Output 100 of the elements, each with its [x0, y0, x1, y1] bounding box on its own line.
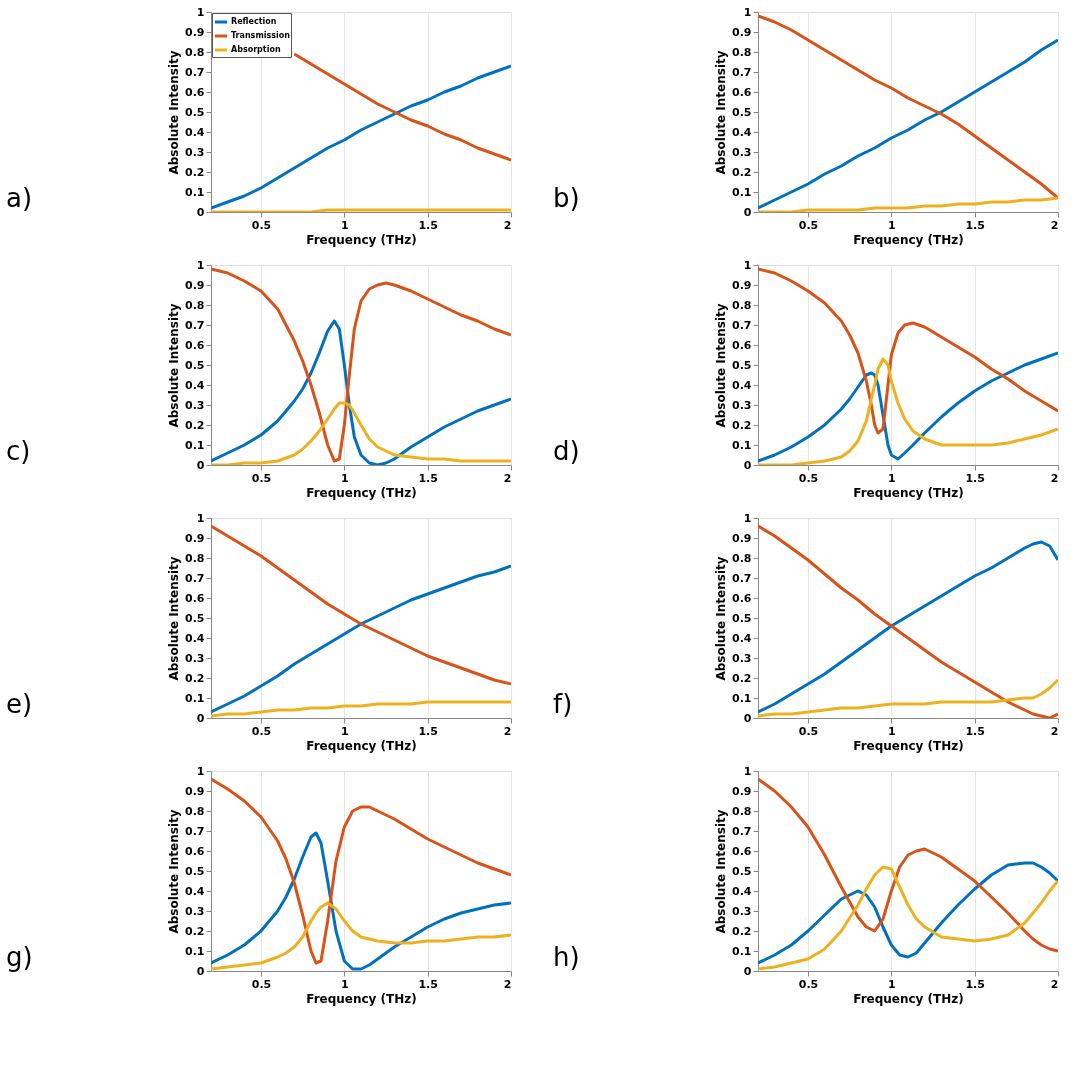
y-tick-label: 0.3 [732, 145, 752, 159]
x-axis-title: Frequency (THz) [853, 232, 964, 247]
y-tick-label: 0.6 [185, 338, 205, 352]
text: h) [553, 942, 580, 972]
y-tick-label: 0.2 [732, 165, 752, 179]
legend-label: Absorption [231, 45, 281, 54]
text: a) [6, 183, 33, 213]
y-tick-label: 0.9 [732, 278, 752, 292]
x-tick-label: 2 [503, 977, 512, 991]
y-tick-label: 0.6 [732, 844, 752, 858]
y-tick-label: 1 [743, 764, 752, 778]
line-series [211, 777, 511, 965]
text: f) [553, 689, 573, 719]
y-tick-label: 0.1 [732, 185, 752, 199]
y-tick-label: 0.4 [732, 378, 752, 392]
y-tick-label: 1 [196, 764, 205, 778]
x-tick-label: 0.5 [251, 977, 272, 991]
legend-label: Transmission [231, 31, 291, 40]
y-tick-label: 1 [743, 5, 752, 19]
y-axis-title: Absolute Intensity [167, 809, 182, 934]
text: b) [553, 183, 580, 213]
y-tick-label: 0.6 [185, 591, 205, 605]
y-tick-label: 0.8 [732, 551, 752, 565]
line-series [211, 524, 511, 686]
x-tick-label: 1.5 [965, 977, 985, 991]
y-tick-label: 0.8 [732, 45, 752, 59]
y-tick-label: 0.8 [732, 804, 752, 818]
line-series [292, 52, 511, 162]
y-tick-label: 0.5 [732, 105, 752, 119]
x-tick-label: 1.5 [418, 218, 438, 232]
x-axis-title: Frequency (THz) [306, 738, 417, 753]
x-tick-label: 0.5 [251, 218, 272, 232]
y-axis-title: Absolute Intensity [714, 50, 729, 175]
y-tick-label: 0.1 [185, 944, 205, 958]
y-tick-label: 0.3 [185, 398, 205, 412]
y-tick-label: 0.9 [185, 25, 205, 39]
y-tick-label: 0.7 [732, 65, 752, 79]
y-tick-label: 0.9 [732, 784, 752, 798]
y-axis-title: Absolute Intensity [714, 303, 729, 428]
x-tick-label: 1.5 [418, 977, 438, 991]
x-tick-label: 0.5 [798, 724, 819, 738]
y-tick-label: 1 [196, 511, 205, 525]
y-axis-title: Absolute Intensity [167, 303, 182, 428]
y-tick-label: 0.8 [185, 45, 205, 59]
y-tick-label: 0.3 [732, 904, 752, 918]
text: d) [553, 436, 580, 466]
y-tick-label: 0.6 [732, 591, 752, 605]
y-tick-label: 0.7 [185, 318, 205, 332]
y-tick-label: 0.9 [732, 25, 752, 39]
x-axis-title: Frequency (THz) [853, 485, 964, 500]
x-axis-title: Frequency (THz) [853, 991, 964, 1006]
y-tick-label: 0.3 [732, 651, 752, 665]
y-tick-label: 0.7 [732, 824, 752, 838]
y-tick-label: 0.6 [732, 85, 752, 99]
y-tick-label: 0.6 [185, 85, 205, 99]
y-tick-label: 0.2 [185, 924, 205, 938]
x-tick-label: 1 [341, 977, 349, 991]
x-tick-label: 2 [1050, 218, 1059, 232]
y-tick-label: 0.7 [185, 571, 205, 585]
y-tick-label: 0.2 [732, 671, 752, 685]
y-axis-title: Absolute Intensity [167, 50, 182, 175]
x-tick-label: 1.5 [965, 471, 985, 485]
y-axis-title: Absolute Intensity [714, 809, 729, 934]
x-axis-title: Frequency (THz) [853, 738, 964, 753]
x-tick-label: 2 [1050, 471, 1059, 485]
line-series [758, 267, 1058, 435]
y-tick-label: 0 [196, 964, 205, 978]
x-tick-label: 0.5 [798, 471, 819, 485]
y-tick-label: 1 [743, 511, 752, 525]
x-tick-label: 2 [503, 724, 512, 738]
x-tick-label: 0.5 [798, 977, 819, 991]
y-tick-label: 0.5 [185, 611, 205, 625]
y-tick-label: 0.8 [732, 298, 752, 312]
y-tick-label: 0.1 [185, 691, 205, 705]
y-tick-label: 1 [196, 5, 205, 19]
y-tick-label: 0.1 [732, 691, 752, 705]
x-tick-label: 1 [341, 218, 349, 232]
legend-label: Reflection [231, 17, 277, 26]
y-tick-label: 0.5 [185, 864, 205, 878]
y-tick-label: 0.3 [185, 145, 205, 159]
x-tick-label: 2 [1050, 977, 1059, 991]
y-tick-label: 0.9 [732, 531, 752, 545]
x-tick-label: 1.5 [418, 724, 438, 738]
y-tick-label: 0.7 [732, 318, 752, 332]
y-tick-label: 0.2 [732, 418, 752, 432]
y-tick-label: 0.2 [185, 418, 205, 432]
y-tick-label: 0.1 [732, 944, 752, 958]
y-tick-label: 0.3 [185, 904, 205, 918]
y-tick-label: 0.5 [185, 105, 205, 119]
x-tick-label: 0.5 [798, 218, 819, 232]
y-tick-label: 0 [196, 458, 205, 472]
y-tick-label: 1 [743, 258, 752, 272]
y-tick-label: 0.7 [732, 571, 752, 585]
x-tick-label: 0.5 [251, 471, 272, 485]
x-axis-title: Frequency (THz) [306, 232, 417, 247]
y-tick-label: 0 [743, 964, 752, 978]
y-tick-label: 0.3 [732, 398, 752, 412]
y-tick-label: 0.2 [185, 165, 205, 179]
y-tick-label: 0.4 [185, 884, 205, 898]
x-tick-label: 2 [1050, 724, 1059, 738]
